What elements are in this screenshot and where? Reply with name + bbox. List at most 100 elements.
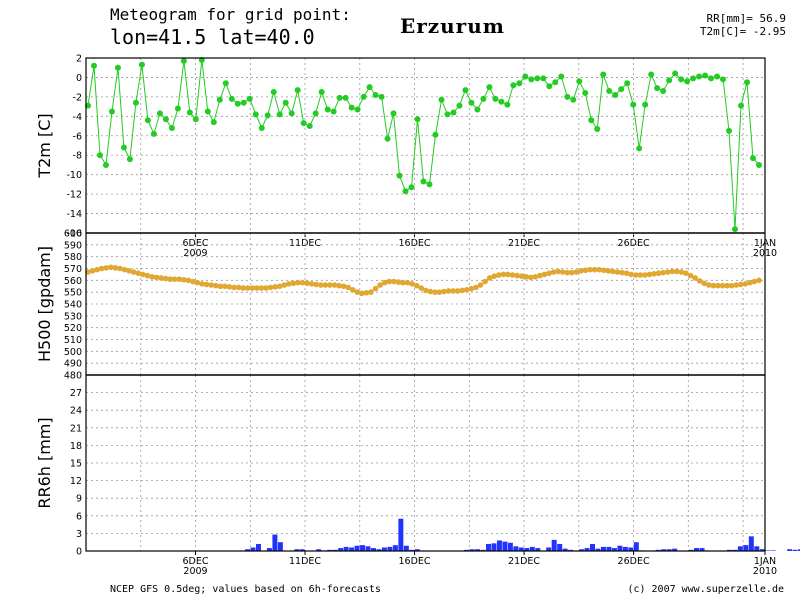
h500-point [354, 289, 361, 295]
rr6h-bar [584, 548, 590, 551]
t2m-point [660, 88, 667, 95]
rr6h-bar [535, 548, 541, 551]
t2m-point [126, 156, 133, 163]
h500-point [459, 287, 466, 294]
rr6h-bar [299, 549, 305, 551]
t2m-point [432, 131, 439, 138]
h500-point [591, 266, 598, 273]
t2m-point [576, 78, 583, 85]
h500-point [509, 272, 516, 278]
t2m-point [588, 117, 595, 124]
t2m-y-tick-label: -2 [73, 92, 82, 103]
h500-point [578, 268, 584, 274]
h500-point [541, 271, 548, 278]
rr6h-bar [770, 550, 776, 551]
h500-point [477, 282, 484, 288]
h500-point [596, 266, 603, 273]
t2m-point [282, 99, 289, 106]
rr6h-bar [392, 545, 398, 551]
rr6h-bar [398, 518, 404, 551]
h500-point [655, 270, 662, 277]
t2m-point [210, 119, 217, 126]
h500-point [317, 282, 324, 288]
h500-point [468, 285, 475, 292]
h500-point [569, 269, 575, 276]
rr6h-bar [277, 542, 283, 551]
rr6h-bar [666, 549, 672, 551]
h500-point [167, 276, 173, 282]
rr6h-bar [250, 547, 256, 551]
rr6h-year-label: 2010 [753, 566, 777, 577]
data-source-note: NCEP GFS 0.5deg; values based on 6h-fore… [110, 584, 381, 595]
h500-point [94, 266, 100, 273]
h500-point [751, 278, 758, 285]
rr6h-date-label: 6DEC [183, 556, 209, 567]
t2m-point [438, 96, 445, 103]
rr6h-bar [349, 547, 355, 551]
h500-point [400, 279, 406, 286]
h500-point [733, 282, 739, 288]
h500-point [491, 273, 498, 279]
current-temperature-readout: T2m[C]= -2.95 [699, 25, 786, 38]
h500-point [687, 272, 694, 279]
rr6h-y-tick-label: 12 [70, 476, 82, 487]
t2m-point [96, 152, 103, 159]
t2m-point [240, 99, 247, 106]
t2m-point [378, 93, 385, 100]
h500-point [103, 265, 110, 271]
h500-point [742, 281, 749, 287]
t2m-point [732, 226, 739, 233]
t2m-point [186, 109, 193, 116]
h500-point [601, 267, 607, 274]
rr6h-bar [491, 543, 497, 551]
rr6h-y-tick-label: 9 [76, 494, 82, 505]
t2m-point [534, 75, 541, 82]
h500-y-tick-label: 570 [64, 264, 82, 275]
h500-point [651, 271, 657, 277]
h500-point [322, 282, 329, 288]
t2m-point [684, 78, 691, 85]
copyright-note: (c) 2007 www.superzelle.de [627, 584, 784, 595]
h500-point [436, 289, 443, 295]
h500-point [363, 289, 370, 296]
t2m-point [222, 80, 229, 87]
h500-point [135, 270, 142, 277]
rr6h-bar [365, 546, 371, 551]
h500-point [108, 264, 114, 271]
t2m-point [678, 76, 685, 83]
t2m-point [144, 117, 151, 124]
t2m-y-tick-label: -12 [66, 190, 82, 201]
rr6h-y-tick-label: 21 [70, 423, 82, 434]
h500-point [715, 282, 721, 289]
rr6h-bar [507, 542, 513, 551]
t2m-point [102, 161, 109, 168]
rr6h-bar [502, 541, 508, 551]
t2m-point [624, 80, 631, 87]
h500-point [153, 274, 160, 281]
t2m-point [294, 87, 301, 94]
t2m-point [702, 72, 709, 79]
h500-point [582, 267, 589, 274]
t2m-point [258, 125, 265, 131]
h500-point [550, 269, 557, 275]
h500-point [267, 284, 274, 291]
t2m-y-tick-label: -10 [66, 170, 82, 181]
rr6h-bar [798, 549, 800, 551]
t2m-point [468, 99, 475, 106]
t2m-point [462, 87, 469, 94]
t2m-point [498, 98, 505, 105]
t2m-point [750, 155, 757, 162]
h500-point [505, 271, 511, 278]
rr6h-bar [765, 550, 771, 551]
h500-point [413, 282, 420, 289]
h500-point [518, 273, 525, 279]
t2m-point [300, 120, 307, 127]
h500-point [263, 285, 269, 291]
rr6h-bar [496, 540, 502, 551]
h500-point [678, 269, 685, 275]
rr6h-date-label: 1JAN [754, 556, 776, 567]
h500-point [532, 273, 539, 280]
t2m-point [204, 108, 211, 115]
